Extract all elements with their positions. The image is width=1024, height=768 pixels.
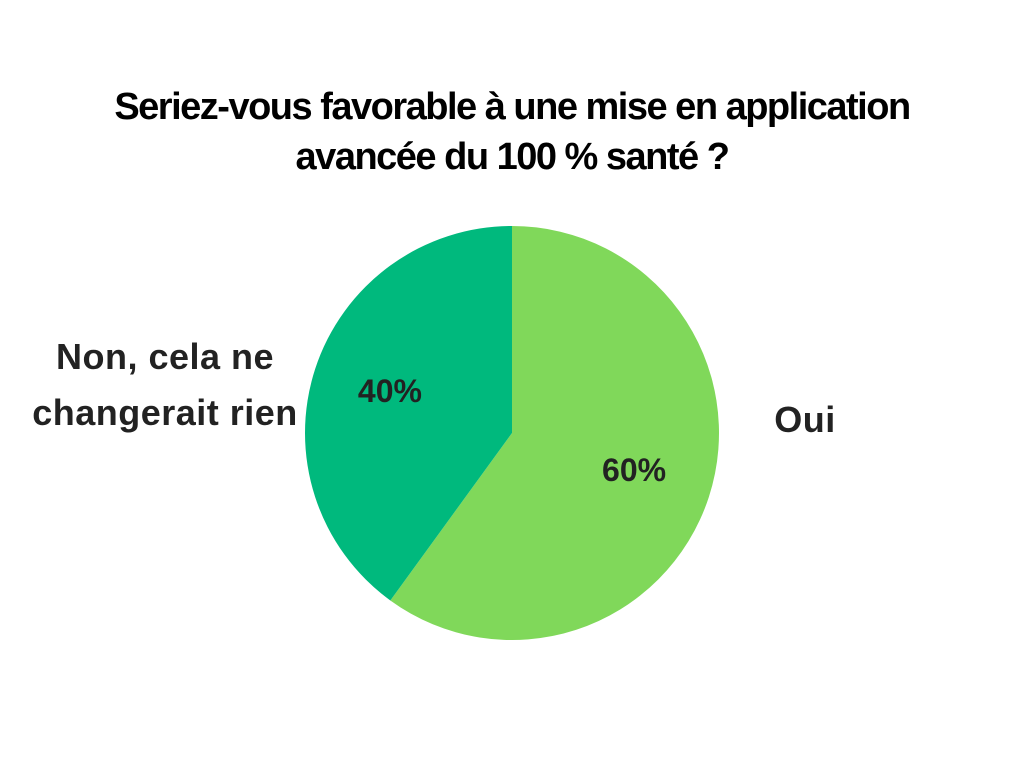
- value-label: 60%: [602, 452, 666, 488]
- pie-slice: [305, 226, 512, 601]
- value-label: 40%: [358, 373, 422, 409]
- pie-slice: [390, 226, 720, 641]
- chart-title: Seriez-vous favorable à une mise en appl…: [114, 86, 911, 178]
- category-label: Oui: [774, 399, 836, 440]
- category-label: Non, cela ne changerait rien: [32, 336, 298, 433]
